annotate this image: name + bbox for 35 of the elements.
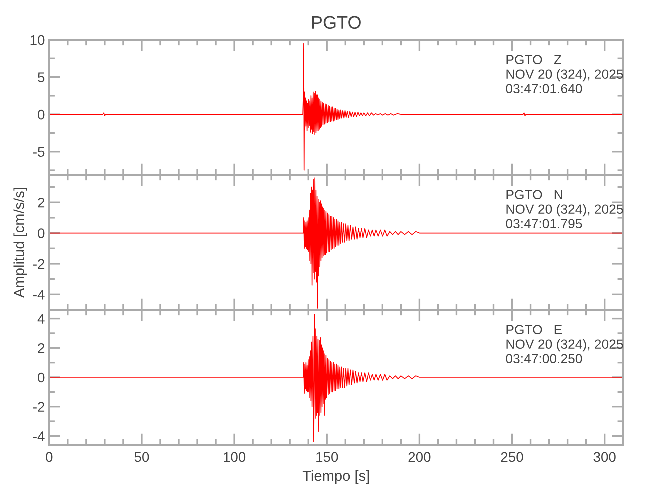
x-tick-label: 300 bbox=[594, 452, 616, 462]
x-tick-label: 0 bbox=[46, 452, 53, 462]
line-series bbox=[49, 178, 624, 309]
chart-title: PGTO bbox=[312, 16, 361, 30]
annotation: 03:47:01.795 bbox=[506, 219, 582, 229]
y-tick-label: -4 bbox=[34, 290, 45, 300]
y-tick-label: -4 bbox=[34, 432, 45, 442]
y-tick-label: 4 bbox=[38, 314, 45, 324]
y-axis-title: Amplitud [cm/s/s] bbox=[14, 188, 28, 298]
y-tick-label: 2 bbox=[38, 343, 45, 354]
x-tick-label: 50 bbox=[134, 452, 150, 462]
y-tick-label: -2 bbox=[34, 259, 45, 270]
annotation: PGTO Z bbox=[506, 55, 562, 65]
y-tick-label: 0 bbox=[38, 372, 45, 383]
annotation: 03:47:01.640 bbox=[506, 84, 582, 94]
x-axis-title: Tiempo [s] bbox=[302, 470, 370, 484]
annotation: NOV 20 (324), 2025 bbox=[506, 204, 624, 217]
y-tick-label: 10 bbox=[30, 35, 45, 46]
annotation: PGTO E bbox=[506, 325, 562, 335]
x-tick-label: 250 bbox=[501, 452, 524, 462]
x-tick-label: 200 bbox=[408, 452, 431, 462]
annotation: PGTO N bbox=[506, 190, 562, 200]
x-tick-label: 100 bbox=[224, 452, 246, 462]
annotation: 03:47:00.250 bbox=[506, 354, 582, 364]
y-tick-label: -2 bbox=[34, 402, 45, 412]
line-series bbox=[49, 43, 624, 171]
y-tick-label: 2 bbox=[38, 198, 45, 208]
annotation: NOV 20 (324), 2025 bbox=[506, 69, 624, 82]
y-tick-label: 0 bbox=[38, 110, 45, 120]
y-tick-label: 0 bbox=[38, 228, 45, 238]
line-series bbox=[49, 314, 624, 442]
y-tick-label: 5 bbox=[38, 72, 45, 82]
x-tick-label: 150 bbox=[316, 452, 338, 462]
y-tick-label: -5 bbox=[34, 147, 45, 158]
annotation: NOV 20 (324), 2025 bbox=[506, 339, 624, 352]
